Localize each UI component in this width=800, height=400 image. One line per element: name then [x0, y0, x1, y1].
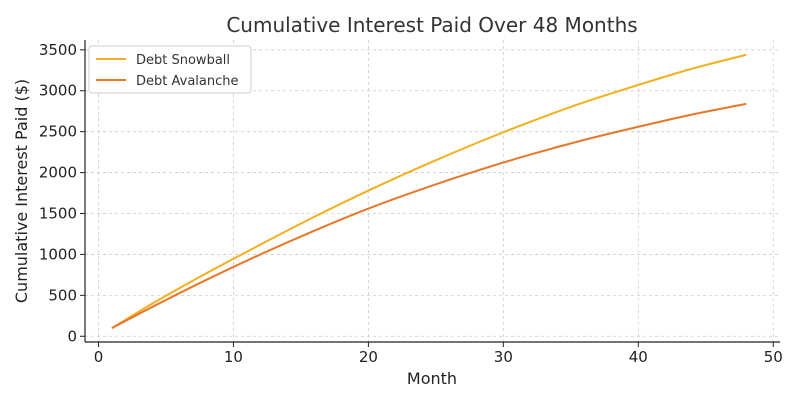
- series-line-debt-snowball: [111, 53, 747, 329]
- x-axis-label: Month: [407, 369, 457, 388]
- y-tick-label: 3500: [39, 41, 77, 59]
- x-tick-label: 10: [224, 348, 243, 366]
- x-tick-label: 50: [764, 348, 783, 366]
- y-tick-label: 500: [48, 286, 77, 304]
- series-line-debt-avalanche: [111, 102, 747, 329]
- y-tick-label: 1500: [39, 205, 77, 223]
- legend: Debt Snowball Debt Avalanche: [88, 45, 252, 94]
- x-tick-label: 20: [359, 348, 378, 366]
- legend-label-snowball: Debt Snowball: [136, 53, 230, 68]
- legend-box: [88, 45, 252, 94]
- x-tick-label: 30: [494, 348, 513, 366]
- y-tick-label: 1000: [39, 245, 77, 263]
- x-tick-label: 0: [94, 348, 104, 366]
- series: [111, 53, 747, 329]
- chart-title: Cumulative Interest Paid Over 48 Months: [226, 13, 637, 37]
- legend-label-avalanche: Debt Avalanche: [136, 74, 238, 89]
- x-tick-label: 40: [629, 348, 648, 366]
- y-tick-label: 0: [67, 327, 77, 345]
- y-tick-label: 3000: [39, 82, 77, 100]
- y-tick-label: 2000: [39, 164, 77, 182]
- y-tick-label: 2500: [39, 123, 77, 141]
- y-axis-label: Cumulative Interest Paid ($): [12, 79, 31, 303]
